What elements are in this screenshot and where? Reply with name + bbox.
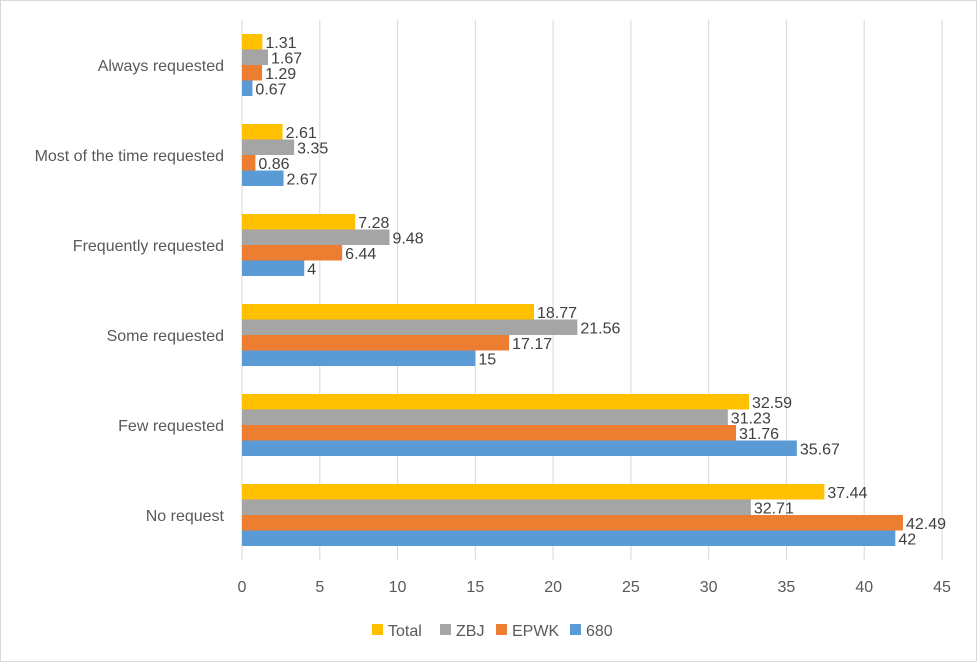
legend-label: Total: [388, 623, 422, 640]
data-label: 6.44: [345, 246, 376, 263]
x-tick-label: 40: [855, 579, 873, 596]
x-tick-label: 20: [544, 579, 562, 596]
bar-total: [242, 124, 283, 140]
data-label: 37.44: [827, 485, 867, 502]
bar-zbj: [242, 139, 295, 155]
bar-total: [242, 214, 356, 230]
bar-zbj: [242, 409, 728, 425]
bar-zbj: [242, 499, 751, 515]
data-labels-group: 1.311.671.290.67 2.613.35 0.862.67 7.289.48…: [255, 35, 946, 549]
legend: Total ZBJ EPWK 680: [372, 623, 613, 640]
legend-swatch: [496, 624, 507, 635]
legend-label: EPWK: [512, 623, 559, 640]
legend-label: ZBJ: [456, 623, 484, 640]
data-label: 31.76: [739, 426, 779, 443]
data-label: 42.49: [906, 516, 946, 533]
bar-680: [242, 80, 253, 96]
category-label: Frequently requested: [73, 238, 224, 255]
bars-group: [242, 34, 903, 546]
category-label: Some requested: [107, 328, 224, 345]
category-label: Most of the time requested: [35, 148, 224, 165]
bar-total: [242, 304, 534, 320]
bar-epwk: [242, 335, 510, 351]
x-tick-labels-group: 0 5 10 15 20 25 30 35 40 45: [238, 579, 951, 596]
x-tick-label: 30: [700, 579, 718, 596]
x-tick-label: 5: [315, 579, 324, 596]
bar-total: [242, 394, 749, 410]
x-tick-label: 25: [622, 579, 640, 596]
data-label: 32.71: [754, 500, 794, 517]
bar-total: [242, 484, 825, 500]
bar-total: [242, 34, 263, 50]
data-label: 2.61: [286, 125, 317, 142]
data-label: 0.67: [255, 81, 286, 98]
data-label: 31.23: [731, 410, 771, 427]
bar-epwk: [242, 155, 256, 171]
bar-zbj: [242, 49, 268, 65]
bar-epwk: [242, 425, 737, 441]
category-label: Few requested: [118, 418, 224, 435]
data-label: 32.59: [752, 395, 792, 412]
data-label: 18.77: [537, 305, 577, 322]
x-tick-label: 15: [466, 579, 484, 596]
data-label: 21.56: [580, 320, 620, 337]
data-label: 7.28: [358, 215, 389, 232]
bar-epwk: [242, 515, 903, 531]
x-tick-label: 0: [238, 579, 247, 596]
legend-swatch: [372, 624, 383, 635]
bar-680: [242, 170, 284, 186]
legend-item-zbj: ZBJ: [440, 623, 484, 640]
category-label: Always requested: [98, 58, 224, 75]
x-tick-label: 35: [778, 579, 796, 596]
bar-680: [242, 440, 797, 456]
category-labels-group: Always requested Most of the time request…: [35, 58, 225, 525]
legend-item-total: Total: [372, 623, 422, 640]
bar-zbj: [242, 319, 578, 335]
data-label: 42: [898, 531, 916, 548]
legend-item-680: 680: [570, 623, 613, 640]
data-label: 3.35: [297, 140, 328, 157]
data-label: 17.17: [512, 336, 552, 353]
gridlines: [241, 20, 943, 560]
x-tick-label: 45: [933, 579, 951, 596]
data-label: 15: [478, 351, 496, 368]
data-label: 0.86: [258, 156, 289, 173]
bar-epwk: [242, 65, 263, 81]
data-label: 35.67: [800, 441, 840, 458]
legend-label: 680: [586, 623, 613, 640]
x-tick-label: 10: [389, 579, 407, 596]
bar-epwk: [242, 245, 343, 261]
bar-680: [242, 260, 305, 276]
data-label: 4: [307, 261, 316, 278]
data-label: 9.48: [392, 230, 423, 247]
data-label: 1.29: [265, 66, 296, 83]
bar-680: [242, 350, 476, 366]
data-label: 1.31: [265, 35, 296, 52]
data-label: 2.67: [287, 171, 318, 188]
legend-item-epwk: EPWK: [496, 623, 559, 640]
bar-zbj: [242, 229, 390, 245]
legend-swatch: [440, 624, 451, 635]
legend-swatch: [570, 624, 581, 635]
bar-680: [242, 530, 896, 546]
data-label: 1.67: [271, 50, 302, 67]
category-label: No request: [146, 508, 225, 525]
